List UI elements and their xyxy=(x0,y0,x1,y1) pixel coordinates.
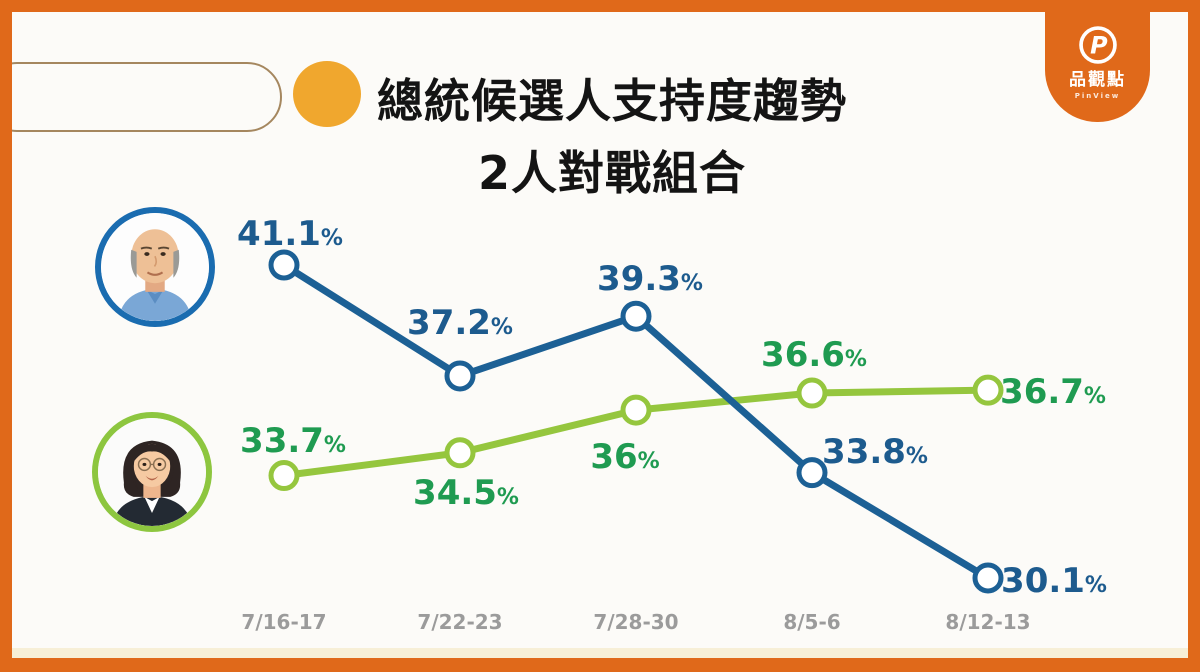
brand-logo: P 品觀點 PinView xyxy=(1045,12,1150,122)
chart-title-line2: 2人對戰組合 xyxy=(477,146,746,200)
data-label-blue-candidate: 33.8% xyxy=(822,431,928,472)
data-label-blue-candidate: 39.3% xyxy=(597,259,703,300)
trend-line-chart xyxy=(268,249,1004,594)
x-axis-label: 8/5-6 xyxy=(783,610,841,634)
brand-name-latin: PinView xyxy=(1074,92,1121,100)
header-pill-outline xyxy=(12,62,282,132)
chart-title-line1: 總統候選人支持度趨勢 xyxy=(377,74,847,128)
brand-name-cjk: 品觀點 xyxy=(1069,70,1126,90)
x-axis-label: 7/22-23 xyxy=(417,610,503,634)
data-label-blue-candidate: 37.2% xyxy=(407,302,513,343)
x-axis-label: 8/12-13 xyxy=(945,610,1031,634)
data-label-blue-candidate: 30.1% xyxy=(1001,560,1107,601)
pinview-monogram-icon: P xyxy=(1078,26,1117,64)
footer-strip xyxy=(12,648,1188,658)
avatar-green-candidate xyxy=(92,412,212,532)
green-candidate-marker xyxy=(268,460,300,492)
blue-candidate-marker xyxy=(972,562,1004,594)
x-axis-label: 7/16-17 xyxy=(241,610,327,634)
female-candidate-portrait xyxy=(98,418,206,526)
green-candidate-marker xyxy=(796,377,828,409)
avatar-blue-candidate xyxy=(95,207,215,327)
data-label-green-candidate: 36.6% xyxy=(761,335,867,376)
chart-canvas: 總統候選人支持度趨勢 2人對戰組合 xyxy=(12,12,1188,658)
green-candidate-marker xyxy=(444,437,476,469)
data-label-green-candidate: 34.5% xyxy=(413,472,519,513)
data-label-green-candidate: 33.7% xyxy=(240,420,346,461)
data-label-green-candidate: 36% xyxy=(590,437,660,478)
blue-candidate-marker xyxy=(620,300,652,332)
green-candidate-marker xyxy=(972,374,1004,406)
title-bullet-dot xyxy=(293,61,361,127)
male-candidate-portrait xyxy=(101,213,209,321)
data-label-blue-candidate: 41.1% xyxy=(237,214,343,254)
blue-candidate-marker xyxy=(268,249,300,281)
x-axis-label: 7/28-30 xyxy=(593,610,679,634)
svg-text:P: P xyxy=(1090,31,1108,59)
blue-candidate-marker xyxy=(796,457,828,489)
data-label-green-candidate: 36.7% xyxy=(1000,372,1106,413)
green-candidate-marker xyxy=(620,394,652,426)
blue-candidate-marker xyxy=(444,360,476,392)
